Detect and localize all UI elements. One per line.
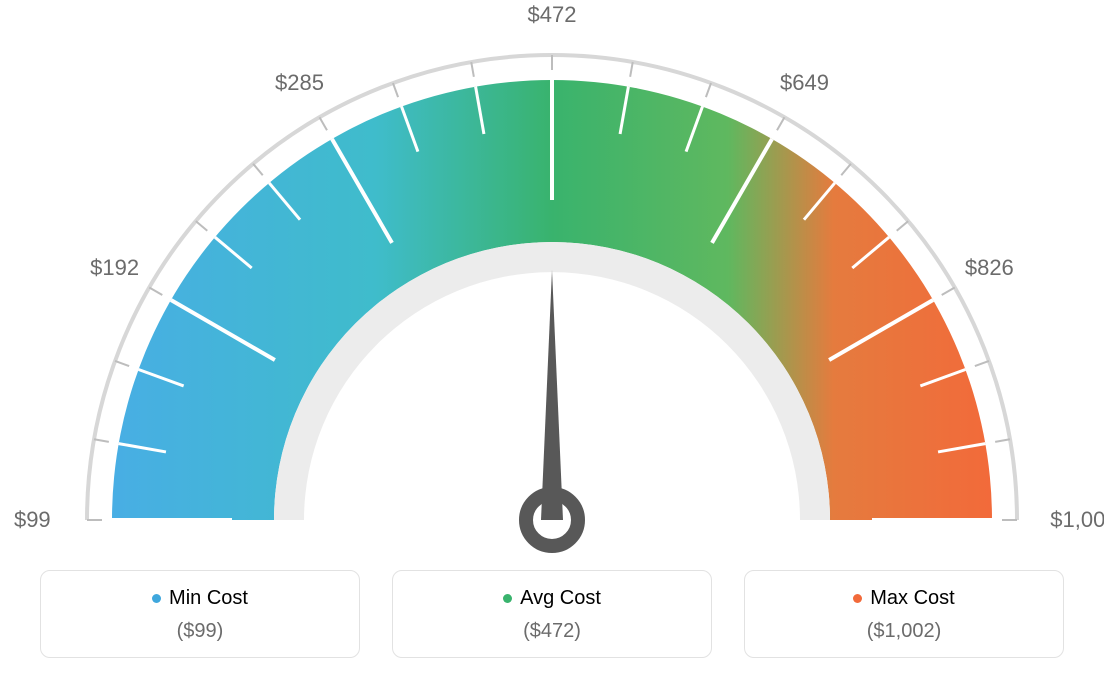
- legend-value-min: ($99): [51, 620, 349, 643]
- legend-title-max: Max Cost: [853, 587, 954, 610]
- legend-card-max: Max Cost ($1,002): [744, 570, 1064, 658]
- gauge-svg: [0, 0, 1104, 560]
- dot-icon: [152, 594, 161, 603]
- gauge-tick-label: $285: [275, 70, 324, 96]
- dot-icon: [503, 594, 512, 603]
- dot-icon: [853, 594, 862, 603]
- legend-title-text: Avg Cost: [520, 587, 601, 610]
- gauge-tick-label: $649: [780, 70, 829, 96]
- legend-card-avg: Avg Cost ($472): [392, 570, 712, 658]
- legend-title-avg: Avg Cost: [503, 587, 601, 610]
- legend-value-max: ($1,002): [755, 620, 1053, 643]
- gauge-area: $99 $192 $285 $472 $649 $826 $1,002: [0, 0, 1104, 560]
- gauge-tick-label: $192: [90, 255, 139, 281]
- legend-row: Min Cost ($99) Avg Cost ($472) Max Cost …: [0, 570, 1104, 658]
- gauge-tick-label: $99: [14, 507, 51, 533]
- gauge-tick-label: $472: [528, 2, 577, 28]
- gauge-tick-label: $1,002: [1050, 507, 1104, 533]
- cost-gauge-chart: $99 $192 $285 $472 $649 $826 $1,002 Min Cost (…: [0, 0, 1104, 690]
- legend-title-text: Max Cost: [870, 587, 954, 610]
- gauge-tick-label: $826: [965, 255, 1014, 281]
- legend-title-text: Min Cost: [169, 587, 248, 610]
- legend-card-min: Min Cost ($99): [40, 570, 360, 658]
- legend-value-avg: ($472): [403, 620, 701, 643]
- legend-title-min: Min Cost: [152, 587, 248, 610]
